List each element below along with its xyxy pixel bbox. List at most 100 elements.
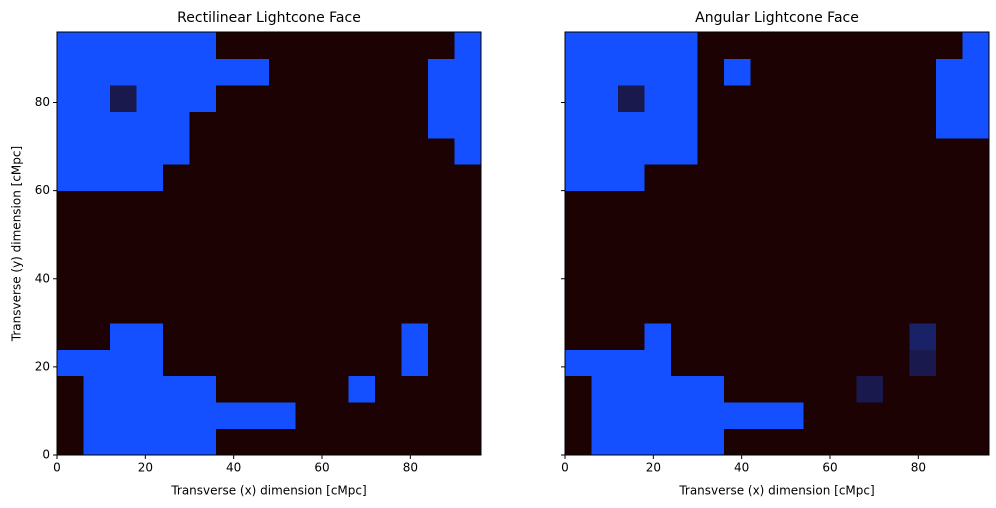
cell bbox=[962, 402, 990, 430]
cell bbox=[803, 111, 831, 139]
cell bbox=[110, 402, 137, 430]
cell bbox=[724, 269, 751, 297]
cell bbox=[454, 269, 482, 297]
cell bbox=[856, 402, 884, 430]
cell bbox=[671, 269, 698, 297]
cell bbox=[591, 32, 619, 59]
cell bbox=[565, 375, 592, 403]
cell bbox=[454, 217, 482, 244]
cell bbox=[565, 32, 592, 59]
cell bbox=[136, 428, 164, 456]
cell bbox=[163, 111, 190, 139]
cell bbox=[803, 243, 831, 271]
cell bbox=[242, 58, 270, 86]
cell bbox=[83, 217, 111, 244]
cell bbox=[136, 296, 164, 324]
cell bbox=[454, 190, 482, 218]
cell bbox=[189, 322, 217, 350]
cell bbox=[909, 217, 937, 244]
cell bbox=[375, 111, 402, 139]
x-tick-label: 20 bbox=[138, 461, 153, 475]
cell bbox=[803, 217, 831, 244]
cell bbox=[644, 217, 672, 244]
cell bbox=[856, 428, 884, 456]
cell bbox=[830, 164, 857, 192]
cell bbox=[83, 375, 111, 403]
cell bbox=[856, 375, 884, 403]
cell bbox=[830, 190, 857, 218]
cell bbox=[348, 58, 376, 86]
cell bbox=[57, 322, 84, 350]
cell bbox=[936, 243, 963, 271]
cell bbox=[962, 243, 990, 271]
cell bbox=[322, 190, 349, 218]
cell bbox=[163, 428, 190, 456]
cell bbox=[189, 164, 217, 192]
cell bbox=[242, 164, 270, 192]
cell bbox=[57, 375, 84, 403]
cell bbox=[163, 84, 190, 112]
cell bbox=[697, 84, 725, 112]
cell bbox=[644, 58, 672, 86]
cell bbox=[216, 137, 243, 165]
cell bbox=[83, 296, 111, 324]
cell bbox=[856, 190, 884, 218]
cell bbox=[189, 402, 217, 430]
cell bbox=[618, 32, 645, 59]
cell bbox=[565, 217, 592, 244]
cell bbox=[189, 349, 217, 377]
cell bbox=[136, 58, 164, 86]
cell bbox=[724, 375, 751, 403]
cell bbox=[269, 428, 296, 456]
cell bbox=[269, 84, 296, 112]
cell bbox=[375, 58, 402, 86]
cell bbox=[883, 84, 910, 112]
cell bbox=[803, 375, 831, 403]
cell bbox=[856, 164, 884, 192]
cell bbox=[830, 428, 857, 456]
cell bbox=[242, 190, 270, 218]
cell bbox=[565, 164, 592, 192]
cell bbox=[348, 375, 376, 403]
cell bbox=[163, 243, 190, 271]
cell bbox=[803, 269, 831, 297]
cell bbox=[269, 137, 296, 165]
cell bbox=[777, 84, 804, 112]
cell bbox=[454, 164, 482, 192]
cell bbox=[883, 111, 910, 139]
cell bbox=[883, 217, 910, 244]
cell bbox=[57, 137, 84, 165]
cell bbox=[375, 269, 402, 297]
cell bbox=[57, 349, 84, 377]
cell bbox=[618, 402, 645, 430]
cell bbox=[644, 190, 672, 218]
cell bbox=[375, 217, 402, 244]
cell bbox=[591, 349, 619, 377]
cell bbox=[777, 269, 804, 297]
cell bbox=[777, 58, 804, 86]
cell bbox=[671, 217, 698, 244]
cell bbox=[269, 296, 296, 324]
cell bbox=[401, 111, 429, 139]
cell bbox=[216, 375, 243, 403]
cell bbox=[750, 190, 778, 218]
cell bbox=[242, 269, 270, 297]
cell bbox=[83, 349, 111, 377]
cell bbox=[57, 296, 84, 324]
cell bbox=[216, 269, 243, 297]
cell bbox=[697, 32, 725, 59]
cell bbox=[136, 32, 164, 59]
cell bbox=[428, 164, 455, 192]
cell bbox=[57, 84, 84, 112]
cell bbox=[962, 58, 990, 86]
cell bbox=[136, 164, 164, 192]
cell bbox=[936, 58, 963, 86]
cell bbox=[322, 164, 349, 192]
cell bbox=[644, 84, 672, 112]
cell bbox=[936, 137, 963, 165]
cell bbox=[348, 269, 376, 297]
cell bbox=[565, 58, 592, 86]
cell bbox=[909, 164, 937, 192]
cell bbox=[57, 217, 84, 244]
cell bbox=[883, 402, 910, 430]
